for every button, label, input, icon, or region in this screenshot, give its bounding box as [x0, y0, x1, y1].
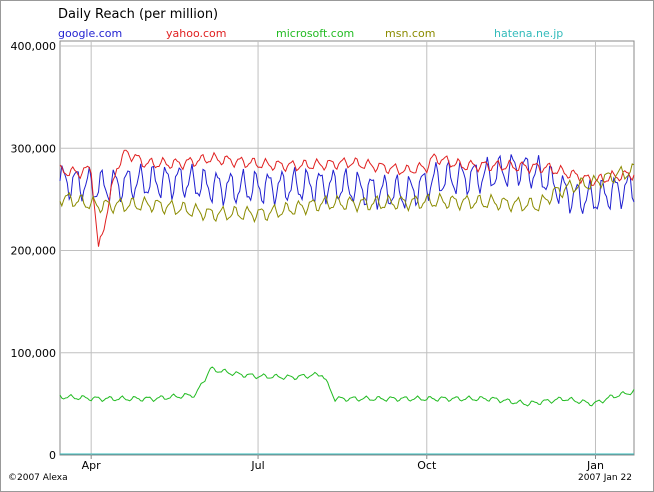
- x-tick-label: Jan: [586, 459, 604, 472]
- y-axis-ticks: 0 100,000 200,000 300,000 400,000: [11, 40, 57, 462]
- legend-label-microsoft: microsoft.com: [276, 27, 355, 40]
- legend-label-hatena: hatena.ne.jp: [494, 27, 564, 40]
- plot-area: [59, 40, 635, 456]
- legend-item-msn: msn.com: [385, 27, 435, 40]
- legend-item-hatena: hatena.ne.jp: [494, 27, 563, 40]
- series-line-google: [59, 154, 635, 214]
- legend-item-yahoo: yahoo.com: [166, 27, 226, 40]
- y-tick-label: 200,000: [11, 245, 57, 258]
- x-axis-ticks: Apr Jul Oct Jan: [82, 455, 604, 472]
- series-layer: [59, 149, 635, 455]
- y-tick-label: 400,000: [11, 40, 57, 53]
- series-line-microsoft: [59, 366, 635, 407]
- y-tick-label: 300,000: [11, 142, 57, 155]
- date-stamp: 2007 Jan 22: [578, 473, 632, 483]
- y-tick-label: 100,000: [11, 347, 57, 360]
- grid: [60, 41, 634, 455]
- legend-label-msn: msn.com: [385, 27, 436, 40]
- legend-item-google: google.com: [58, 27, 122, 40]
- x-tick-label: Jul: [250, 459, 264, 472]
- copyright-text: ©2007 Alexa: [8, 473, 68, 483]
- series-line-yahoo: [59, 149, 635, 247]
- series-line-msn: [59, 163, 635, 224]
- legend-label-yahoo: yahoo.com: [166, 27, 227, 40]
- legend-item-microsoft: microsoft.com: [276, 27, 354, 40]
- x-tick-label: Oct: [417, 459, 437, 472]
- x-tick-label: Apr: [82, 459, 102, 472]
- y-tick-label: 0: [49, 449, 56, 462]
- chart-title: Daily Reach (per million): [58, 7, 219, 22]
- legend-label-google: google.com: [58, 27, 123, 40]
